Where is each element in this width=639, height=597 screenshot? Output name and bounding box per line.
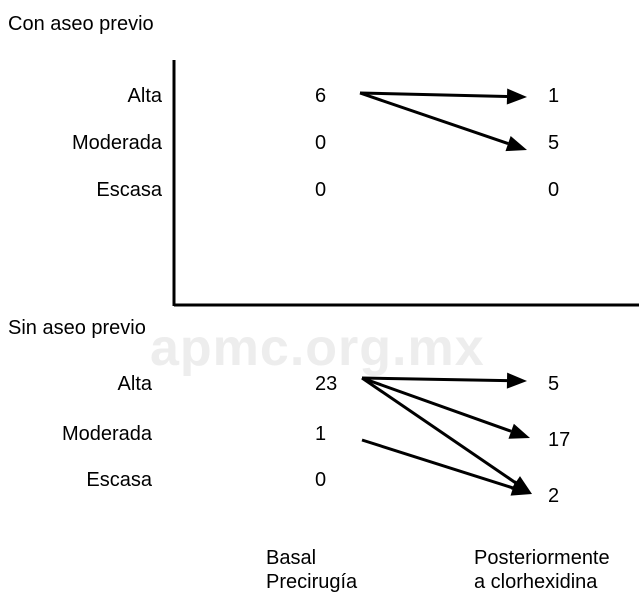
basal-value: 6 bbox=[315, 85, 327, 107]
transition-arrow-line bbox=[361, 376, 517, 484]
row-label-alta: Alta bbox=[117, 373, 152, 395]
post-value: 5 bbox=[548, 373, 560, 395]
basal-value: 1 bbox=[315, 423, 327, 445]
arrow-head bbox=[508, 423, 530, 439]
section-title-con-aseo: Con aseo previo bbox=[8, 13, 154, 35]
watermark: apmc.org.mx bbox=[150, 319, 485, 377]
transition-arrows bbox=[359, 88, 532, 496]
row-label-escasa: Escasa bbox=[86, 469, 152, 491]
row-label-moderada: Moderada bbox=[71, 132, 162, 154]
post-value: 17 bbox=[548, 429, 571, 451]
post-value: 1 bbox=[548, 85, 560, 107]
column-label-basal: Basal bbox=[266, 547, 317, 569]
arrow-head bbox=[506, 372, 527, 389]
post-value: 5 bbox=[548, 132, 560, 154]
post-value: 2 bbox=[548, 485, 560, 507]
basal-value: 0 bbox=[315, 179, 327, 201]
basal-value: 0 bbox=[315, 469, 327, 491]
arrow-head bbox=[510, 480, 532, 496]
basal-value: 0 bbox=[315, 132, 327, 154]
transition-arrow-line bbox=[361, 438, 514, 490]
column-label-post: a clorhexidina bbox=[474, 571, 598, 593]
transition-arrow-line bbox=[359, 91, 509, 145]
arrow-head bbox=[505, 135, 527, 152]
arrow-head bbox=[506, 88, 527, 105]
post-value: 0 bbox=[548, 179, 560, 201]
row-label-moderada: Moderada bbox=[61, 423, 152, 445]
column-label-post: Posteriormente bbox=[474, 547, 610, 569]
row-label-alta: Alta bbox=[127, 85, 162, 107]
column-label-basal: Precirugía bbox=[266, 571, 358, 593]
transition-arrow-line bbox=[359, 91, 508, 99]
section-title-sin-aseo: Sin aseo previo bbox=[8, 317, 146, 339]
row-label-escasa: Escasa bbox=[96, 179, 162, 201]
basal-value: 23 bbox=[315, 373, 338, 395]
transition-arrow-line bbox=[361, 376, 512, 433]
transition-arrow-line bbox=[361, 376, 508, 383]
